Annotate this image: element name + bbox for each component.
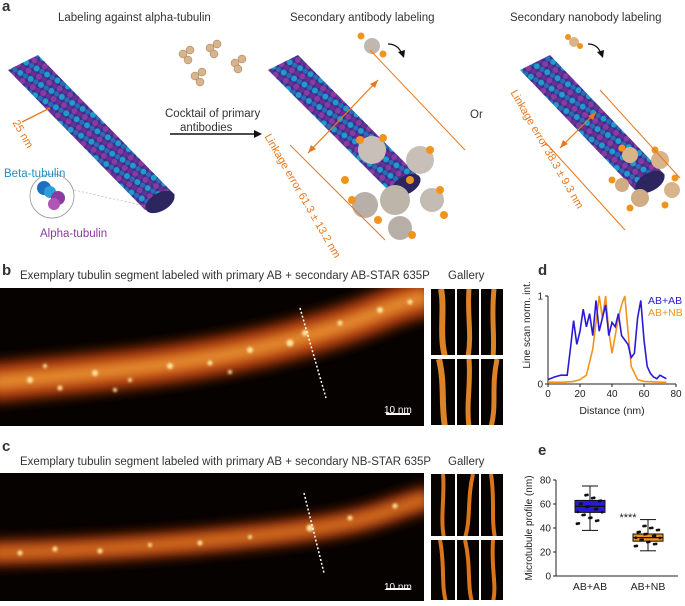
e-y-tick-label: 60 bbox=[540, 500, 552, 511]
e-y-tick-label: 20 bbox=[540, 548, 552, 559]
panel-e-letter: e bbox=[538, 442, 547, 459]
panel-c-image bbox=[0, 473, 424, 601]
e-point-ab-nb bbox=[641, 538, 644, 542]
gallery-b-2 bbox=[456, 288, 480, 356]
e-point-ab-nb bbox=[650, 526, 654, 530]
gallery-c-3 bbox=[480, 473, 504, 537]
e-point-ab-nb bbox=[657, 528, 661, 532]
e-point-ab-ab bbox=[577, 522, 581, 525]
panel-b-letter: b bbox=[2, 262, 12, 279]
d-series-line-ab-nb bbox=[548, 295, 667, 383]
alpha-tubulin-label: Alpha-tubulin bbox=[40, 228, 108, 240]
e-point-ab-ab bbox=[589, 516, 593, 520]
microtubule-profile-chart: 0 20 40 60 80 AB+AB AB+NB Microtubule profile… bbox=[524, 475, 678, 593]
or-label: Or bbox=[470, 109, 483, 121]
e-point-ab-ab bbox=[587, 505, 590, 508]
d-legend-ab: AB+AB bbox=[648, 295, 682, 307]
e-point-ab-nb bbox=[647, 540, 651, 544]
panel-c-caption: Exemplary tubulin segment labeled with p… bbox=[20, 456, 432, 468]
d-x-tick-label: 80 bbox=[670, 389, 682, 400]
e-point-ab-ab bbox=[576, 510, 580, 514]
e-point-ab-nb bbox=[654, 542, 658, 546]
e-annotation: **** bbox=[619, 512, 637, 524]
title-secondary-nanobody: Secondary nanobody labeling bbox=[510, 12, 662, 24]
gallery-b-3 bbox=[480, 288, 504, 356]
e-x-tick-label: AB+NB bbox=[631, 581, 666, 593]
d-ylabel: Line scan norm. int. bbox=[522, 281, 533, 368]
d-legend-nb: AB+NB bbox=[648, 307, 683, 319]
title-labeling-alpha: Labeling against alpha-tubulin bbox=[58, 12, 211, 24]
d-x-tick-label: 0 bbox=[545, 389, 551, 400]
microtubule-left bbox=[8, 55, 175, 214]
e-point-ab-nb bbox=[634, 536, 638, 540]
e-x-tick-label: AB+AB bbox=[573, 581, 607, 593]
gallery-c-2 bbox=[456, 473, 480, 537]
d-x-tick-label: 20 bbox=[574, 389, 586, 400]
nanobody-cluster bbox=[608, 144, 680, 212]
e-point-ab-ab bbox=[580, 502, 584, 505]
e-point-ab-nb bbox=[653, 534, 657, 538]
e-ylabel: Microtubule profile (nm) bbox=[524, 475, 535, 580]
e-point-ab-nb bbox=[635, 544, 639, 548]
secondary-nanobody-icon bbox=[565, 34, 583, 49]
title-secondary-antibody: Secondary antibody labeling bbox=[290, 12, 435, 24]
gallery-b-6 bbox=[480, 358, 504, 426]
panel-b-image bbox=[0, 288, 424, 426]
gallery-b-1 bbox=[430, 288, 456, 356]
beta-tubulin-label: Beta-tubulin bbox=[4, 168, 66, 180]
gallery-c-6 bbox=[480, 539, 504, 601]
gallery-c-1 bbox=[430, 473, 456, 537]
e-y-tick-label: 0 bbox=[545, 572, 551, 583]
e-point-ab-ab bbox=[596, 519, 600, 522]
panel-d-letter: d bbox=[538, 262, 548, 279]
gallery-c-5 bbox=[456, 539, 480, 601]
d-series-line-ab-ab bbox=[547, 300, 667, 381]
primary-antibodies-icon bbox=[178, 39, 247, 87]
panel-b-caption: Exemplary tubulin segment labeled with p… bbox=[20, 270, 430, 282]
e-point-ab-ab bbox=[595, 507, 599, 511]
e-point-ab-nb bbox=[658, 536, 662, 540]
cocktail-label-2: antibodies bbox=[180, 122, 233, 134]
d-x-tick-label: 40 bbox=[606, 389, 618, 400]
e-y-tick-label: 40 bbox=[540, 524, 552, 535]
panel-a-letter: a bbox=[2, 0, 11, 15]
e-point-ab-ab bbox=[600, 510, 604, 514]
panel-a-illustration bbox=[8, 32, 681, 241]
gallery-b-4 bbox=[430, 358, 456, 426]
tubulin-dimer-icon bbox=[37, 181, 65, 210]
e-point-ab-nb bbox=[638, 530, 642, 534]
e-y-tick-label: 80 bbox=[540, 476, 552, 487]
secondary-antibody-cluster bbox=[341, 134, 448, 240]
panel-b-gallery-title: Gallery bbox=[448, 270, 485, 282]
d-xlabel: Distance (nm) bbox=[579, 405, 644, 417]
gallery-b-5 bbox=[456, 358, 480, 426]
line-scan-chart: 0 20 40 60 80 0 1 Line scan norm. int. Distanc… bbox=[522, 281, 683, 417]
d-y-tick-label: 1 bbox=[537, 292, 543, 303]
panel-c-scale: 10 nm bbox=[384, 582, 412, 593]
panel-c-gallery-title: Gallery bbox=[448, 456, 485, 468]
secondary-antibody-icon bbox=[357, 32, 387, 58]
panel-c-letter: c bbox=[2, 438, 11, 455]
e-point-ab-ab bbox=[599, 499, 603, 503]
e-point-ab-ab bbox=[586, 493, 589, 497]
microtubule-right bbox=[520, 55, 665, 194]
gallery-c-4 bbox=[430, 539, 456, 601]
e-point-ab-nb bbox=[645, 532, 648, 536]
e-point-ab-ab bbox=[583, 513, 586, 517]
cocktail-label-1: Cocktail of primary bbox=[165, 108, 261, 120]
panel-b-scale: 10 nm bbox=[384, 405, 412, 416]
e-point-ab-nb bbox=[644, 524, 647, 528]
e-point-ab-ab bbox=[592, 496, 596, 500]
d-x-tick-label: 60 bbox=[638, 389, 650, 400]
d-y-tick-label: 0 bbox=[537, 380, 543, 391]
